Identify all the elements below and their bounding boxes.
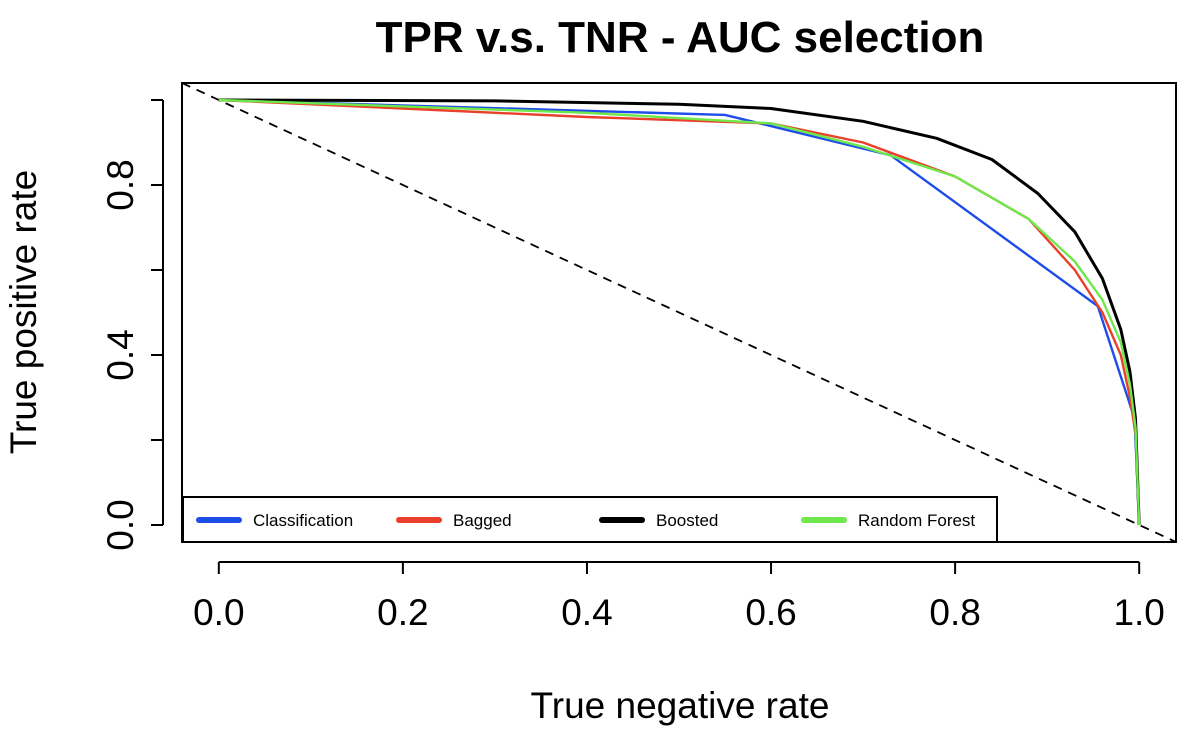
series-line-boosted: [218, 98, 1141, 526]
y-tick-label: 0.8: [100, 159, 141, 210]
series-group: [182, 83, 1176, 542]
x-tick-label: 1.0: [1113, 592, 1164, 633]
y-axis-title: True positive rate: [3, 170, 44, 454]
y-tick-label: 0.4: [100, 329, 141, 380]
y-tick-label: 0.0: [100, 499, 141, 550]
x-tick-label: 0.2: [377, 592, 428, 633]
legend-label-bagged: Bagged: [453, 511, 512, 530]
x-tick-label: 0.0: [193, 592, 244, 633]
legend-label-random-forest: Random Forest: [858, 511, 975, 530]
chart-title: TPR v.s. TNR - AUC selection: [376, 13, 985, 62]
x-tick-label: 0.8: [929, 592, 980, 633]
x-tick-label: 0.6: [745, 592, 796, 633]
series-line-random-forest: [218, 98, 1141, 526]
reference-diagonal-line: [182, 83, 1176, 542]
x-axis-title: True negative rate: [531, 685, 830, 726]
legend: Classification Bagged Boosted Random Forest: [182, 496, 998, 543]
legend-label-classification: Classification: [253, 511, 353, 530]
legend-label-boosted: Boosted: [656, 511, 718, 530]
legend-box: [182, 496, 998, 543]
x-tick-label: 0.4: [561, 592, 612, 633]
plot-area: 0.0 0.2 0.4 0.6 0.8 1.0 0.0 0.4 0.8 Classificatio…: [100, 82, 1177, 633]
